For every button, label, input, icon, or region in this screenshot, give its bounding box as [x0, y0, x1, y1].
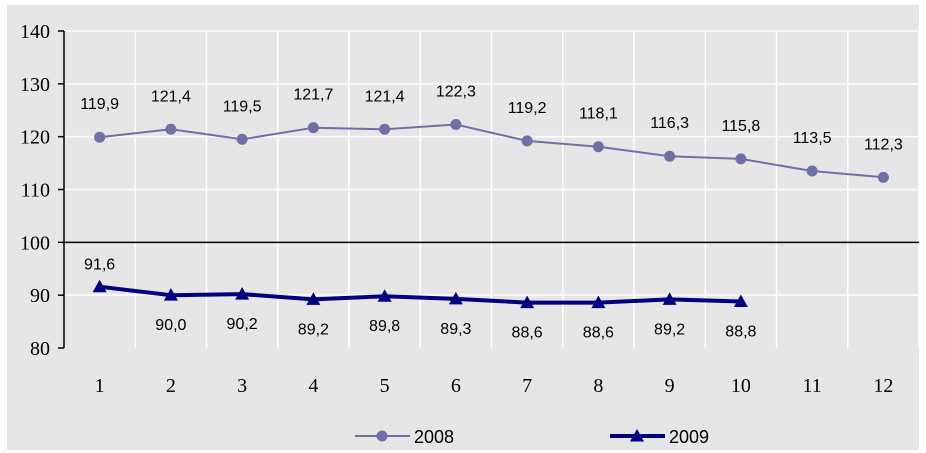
series	[92, 119, 889, 309]
data-label-2009: 89,2	[298, 321, 329, 338]
x-tick-label: 7	[522, 375, 532, 397]
data-label-2008: 122,3	[436, 84, 476, 101]
grid	[64, 30, 920, 348]
point-2008	[877, 171, 889, 183]
x-tick-label: 9	[665, 375, 675, 397]
data-label-2008: 121,7	[293, 87, 333, 104]
x-tick-label: 2	[166, 375, 176, 397]
point-2009	[733, 294, 748, 308]
y-tick-label: 140	[20, 21, 50, 43]
data-label-2008: 121,4	[365, 88, 405, 105]
point-2009	[306, 292, 321, 305]
legend: 2008 2009	[355, 427, 709, 447]
data-label-2009: 89,8	[369, 318, 400, 335]
y-tick-label: 110	[21, 180, 50, 202]
legend-label-2009: 2009	[669, 427, 709, 447]
y-tick-label: 80	[30, 338, 50, 360]
data-label-2009: 91,6	[84, 257, 115, 274]
y-tick-label: 120	[20, 127, 50, 149]
x-tick-label: 5	[380, 375, 390, 397]
x-tick-label: 12	[873, 375, 893, 397]
point-2009	[92, 279, 107, 293]
x-tick-label: 10	[731, 375, 751, 397]
point-2008	[521, 135, 533, 147]
series-line-2009	[99, 284, 741, 305]
x-tick-label: 6	[451, 375, 461, 397]
data-label-2009: 89,2	[654, 321, 685, 338]
point-2008	[664, 150, 676, 162]
data-label-2008: 119,2	[508, 100, 547, 117]
chart-background	[7, 5, 919, 450]
data-label-2008: 119,9	[80, 96, 119, 113]
y-tick-label: 130	[20, 74, 50, 96]
data-label-2008: 121,4	[151, 88, 191, 105]
point-2008	[236, 133, 248, 145]
x-tick-label: 8	[593, 375, 603, 397]
data-label-2008: 119,5	[223, 98, 262, 115]
point-2008	[806, 165, 818, 177]
point-2009	[448, 291, 463, 305]
x-tick-label: 1	[95, 375, 105, 397]
point-2008	[592, 141, 604, 153]
data-label-2008: 118,1	[579, 106, 618, 123]
point-2008	[165, 123, 177, 135]
x-tick-label: 4	[308, 375, 318, 397]
data-label-2009: 88,8	[725, 324, 756, 341]
data-label-2009: 89,3	[440, 321, 471, 338]
point-2008	[94, 131, 106, 143]
point-2008	[450, 119, 462, 131]
data-label-2008: 116,3	[650, 115, 689, 132]
data-label-2009: 88,6	[512, 325, 543, 342]
data-labels: 119,9 121,4 119,5 121,7 121,4 122,3 119,2 118,1…	[80, 84, 903, 342]
data-label-2008: 115,8	[721, 118, 760, 135]
legend-marker-2008	[376, 430, 388, 442]
legend-marker-2009	[630, 429, 644, 442]
legend-label-2008: 2008	[414, 427, 454, 447]
point-2009	[662, 292, 677, 305]
y-tick-label: 90	[30, 285, 50, 307]
point-2009	[163, 288, 178, 301]
point-2009	[520, 295, 535, 309]
data-label-2009: 90,2	[227, 316, 258, 333]
data-label-2008: 112,3	[864, 136, 903, 153]
series-line-2008	[99, 123, 884, 179]
data-label-2009: 90,0	[155, 317, 186, 334]
point-2009	[591, 295, 606, 309]
y-tick-label: 100	[20, 232, 50, 254]
data-label-2008: 113,5	[793, 130, 832, 147]
x-tick-label: 3	[237, 375, 247, 397]
point-2008	[735, 153, 747, 165]
point-2008	[307, 122, 319, 134]
point-2009	[235, 287, 250, 300]
point-2009	[377, 289, 392, 302]
point-2008	[379, 123, 391, 135]
x-tick-label: 11	[802, 375, 821, 397]
data-label-2009: 88,6	[583, 325, 614, 342]
